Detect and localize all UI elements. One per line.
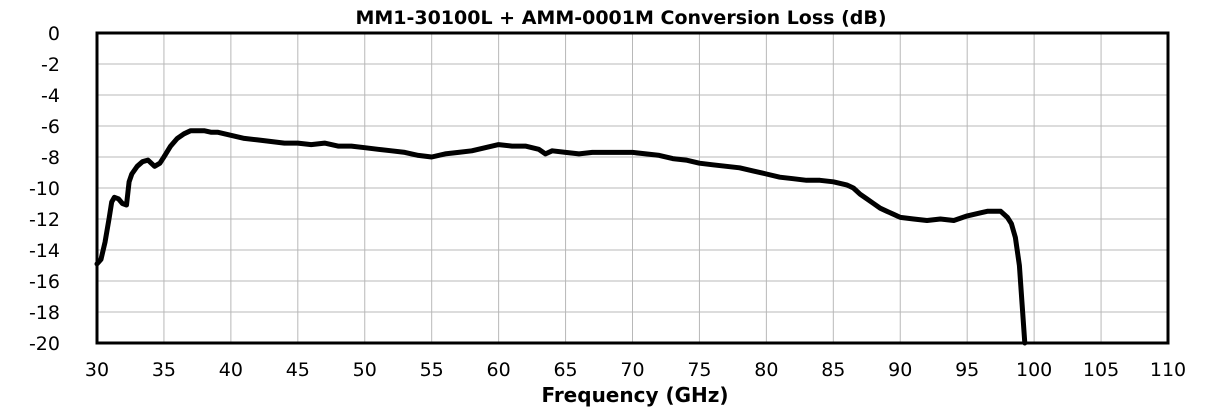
y-tick-label: -6 (41, 116, 60, 138)
y-tick-label: -2 (41, 54, 60, 76)
series-layer (94, 128, 1028, 346)
chart-title: MM1-30100L + AMM-0001M Conversion Loss (… (355, 7, 886, 29)
series-line-1 (94, 128, 1028, 346)
y-tick-label: 0 (48, 23, 60, 45)
x-tick-label: 100 (1016, 359, 1052, 381)
y-tick-label: -12 (29, 209, 60, 231)
y-tick-label: -10 (29, 178, 60, 200)
x-tick-label: 80 (754, 359, 778, 381)
y-tick-label: -18 (29, 302, 60, 324)
x-tick-label: 60 (487, 359, 511, 381)
x-tick-label: 65 (553, 359, 577, 381)
y-tick-label: -16 (29, 271, 60, 293)
x-tick-label: 70 (620, 359, 644, 381)
y-axis-ticks: 0 -2 -4 -6 -8 -10 -12 -14 -16 -18 -20 (29, 23, 60, 355)
grid-lines (97, 33, 1168, 343)
x-tick-label: 85 (821, 359, 845, 381)
x-axis-label: Frequency (GHz) (541, 383, 728, 407)
x-axis-ticks: 30 35 40 45 50 55 60 65 70 75 80 85 90 95 100 105 110 (85, 359, 1186, 381)
x-tick-label: 40 (219, 359, 243, 381)
x-tick-label: 50 (353, 359, 377, 381)
x-tick-label: 95 (955, 359, 979, 381)
x-tick-label: 90 (888, 359, 912, 381)
y-tick-label: -4 (41, 85, 60, 107)
x-tick-label: 30 (85, 359, 109, 381)
y-tick-label: -20 (29, 333, 60, 355)
x-tick-label: 105 (1083, 359, 1119, 381)
x-tick-label: 75 (687, 359, 711, 381)
y-tick-label: -8 (41, 147, 60, 169)
x-tick-label: 110 (1150, 359, 1186, 381)
plot-frame (95, 31, 1170, 345)
x-tick-label: 45 (286, 359, 310, 381)
x-tick-label: 35 (152, 359, 176, 381)
y-tick-label: -14 (29, 240, 60, 262)
x-tick-label: 55 (420, 359, 444, 381)
